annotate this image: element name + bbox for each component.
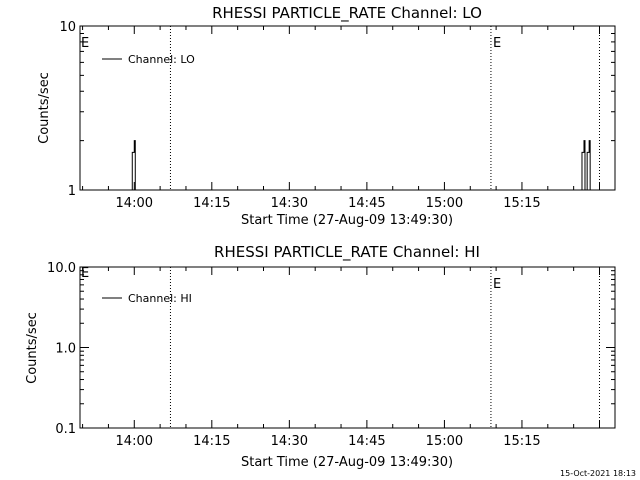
y-tick-label: 10 bbox=[59, 20, 76, 35]
x-tick-label: 15:00 bbox=[426, 434, 463, 449]
event-line-label: E bbox=[493, 36, 501, 51]
y-tick-label: 10.0 bbox=[47, 261, 76, 276]
panel-hi-ylabel: Counts/sec bbox=[25, 312, 40, 384]
x-tick-label: 15:15 bbox=[503, 196, 540, 211]
panel-hi-title: RHESSI PARTICLE_RATE Channel: HI bbox=[214, 243, 480, 262]
x-tick-label: 15:00 bbox=[426, 196, 463, 211]
panel-lo-title: RHESSI PARTICLE_RATE Channel: LO bbox=[212, 4, 482, 23]
panel-hi-legend: Channel: HI bbox=[102, 292, 192, 305]
panel-lo: RHESSI PARTICLE_RATE Channel: LO Counts/… bbox=[37, 4, 616, 228]
x-tick-label: 14:15 bbox=[193, 196, 230, 211]
x-tick-label: 14:30 bbox=[271, 196, 308, 211]
panel-hi-xlabel: Start Time (27-Aug-09 13:49:30) bbox=[241, 455, 453, 470]
x-tick-label: 14:00 bbox=[116, 434, 153, 449]
x-tick-label: 15:15 bbox=[503, 434, 540, 449]
x-tick-label: 14:00 bbox=[116, 196, 153, 211]
panel-hi-legend-label: Channel: HI bbox=[128, 292, 192, 305]
event-line-label: E bbox=[493, 277, 501, 292]
y-tick-label: 0.1 bbox=[55, 422, 76, 437]
panel-lo-ylabel: Counts/sec bbox=[37, 72, 52, 144]
panel-lo-plot-frame bbox=[79, 25, 616, 191]
x-tick-label: 14:15 bbox=[193, 434, 230, 449]
panel-lo-x-ticks: 14:00 14:15 14:30 14:45 15:00 15:15 bbox=[82, 26, 600, 211]
y-tick-label: 1.0 bbox=[55, 342, 76, 357]
footer-timestamp: 15-Oct-2021 18:13 bbox=[560, 469, 636, 478]
y-tick-label: 1 bbox=[68, 184, 76, 199]
x-tick-label: 14:45 bbox=[348, 196, 385, 211]
x-tick-label: 14:30 bbox=[271, 434, 308, 449]
panel-lo-xlabel: Start Time (27-Aug-09 13:49:30) bbox=[241, 213, 453, 228]
panel-lo-legend: Channel: LO bbox=[102, 53, 195, 66]
panel-lo-left-edge-marker: E bbox=[81, 36, 89, 51]
data-spike bbox=[581, 140, 586, 190]
panel-lo-series bbox=[131, 140, 591, 190]
panel-hi-vertical-lines: E bbox=[169, 267, 600, 428]
x-tick-label: 14:45 bbox=[348, 434, 385, 449]
panel-hi-left-edge-marker: E bbox=[81, 266, 89, 281]
panel-hi-y-ticks: 0.1 1.0 10.0 bbox=[47, 261, 615, 437]
panel-lo-y-ticks: 1 10 bbox=[59, 20, 615, 199]
panel-hi: RHESSI PARTICLE_RATE Channel: HI Counts/… bbox=[25, 243, 616, 470]
panel-hi-x-ticks: 14:00 14:15 14:30 14:45 15:00 15:15 bbox=[82, 267, 600, 449]
panel-lo-vertical-lines: E bbox=[169, 26, 600, 190]
panel-lo-legend-label: Channel: LO bbox=[128, 53, 195, 66]
data-spike bbox=[131, 140, 136, 190]
data-spike bbox=[586, 140, 591, 190]
